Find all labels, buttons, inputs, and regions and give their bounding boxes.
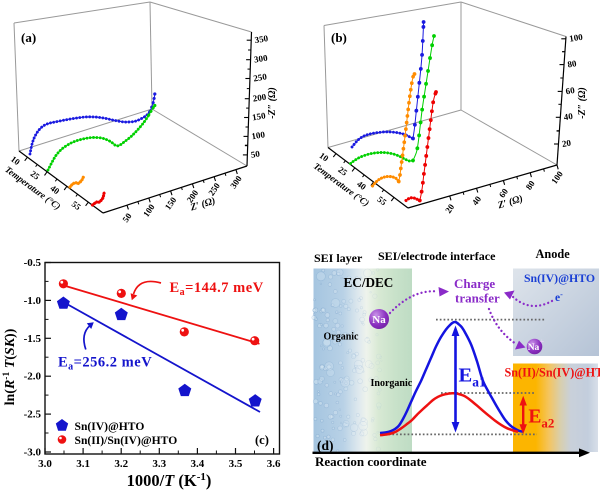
svg-text:3.1: 3.1 <box>76 458 90 470</box>
svg-text:-1.0: -1.0 <box>24 295 42 307</box>
svg-text:3.0: 3.0 <box>38 458 52 470</box>
svg-text:Na: Na <box>528 343 540 353</box>
svg-text:Na: Na <box>372 314 386 326</box>
svg-text:-1.5: -1.5 <box>24 333 42 345</box>
svg-text:Sn(IV)@HTO: Sn(IV)@HTO <box>75 420 145 433</box>
svg-text:3.4: 3.4 <box>191 458 205 470</box>
svg-text:Charge: Charge <box>454 276 495 291</box>
svg-text:(a): (a) <box>21 30 36 45</box>
svg-text:(d): (d) <box>317 438 334 453</box>
svg-text:Organic: Organic <box>324 332 360 343</box>
svg-text:SEI layer: SEI layer <box>314 251 363 265</box>
svg-text:-0.5: -0.5 <box>24 257 42 269</box>
svg-text:(b): (b) <box>331 30 347 45</box>
svg-text:Sn(IV)@HTO: Sn(IV)@HTO <box>524 271 595 285</box>
svg-text:ln(R-1 T(SK)): ln(R-1 T(SK)) <box>2 328 18 405</box>
svg-text:(c): (c) <box>255 433 269 447</box>
svg-text:+: + <box>540 338 545 347</box>
svg-text:-2.0: -2.0 <box>24 371 42 383</box>
svg-text:3.3: 3.3 <box>152 458 166 470</box>
svg-text:SEI/electrode interface: SEI/electrode interface <box>378 249 496 263</box>
svg-text:-3.0: -3.0 <box>24 447 42 459</box>
svg-text:transfer: transfer <box>455 291 500 306</box>
svg-text:-Z″ (Ω): -Z″ (Ω) <box>267 87 278 119</box>
svg-text:3.6: 3.6 <box>267 458 281 470</box>
svg-text:Sn(II)/Sn(IV)@HTO: Sn(II)/Sn(IV)@HTO <box>505 366 600 380</box>
svg-text:-Z″ (Ω): -Z″ (Ω) <box>577 87 588 119</box>
svg-text:EC/DEC: EC/DEC <box>344 275 394 290</box>
svg-text:3.2: 3.2 <box>114 458 128 470</box>
svg-text:Anode: Anode <box>536 247 571 261</box>
svg-text:Inorganic: Inorganic <box>371 378 413 389</box>
svg-text:-2.5: -2.5 <box>24 409 42 421</box>
svg-text:Reaction coordinate: Reaction coordinate <box>315 454 427 469</box>
svg-text:Sn(II)/Sn(IV)@HTO: Sn(II)/Sn(IV)@HTO <box>75 434 178 447</box>
svg-text:3.5: 3.5 <box>229 458 243 470</box>
